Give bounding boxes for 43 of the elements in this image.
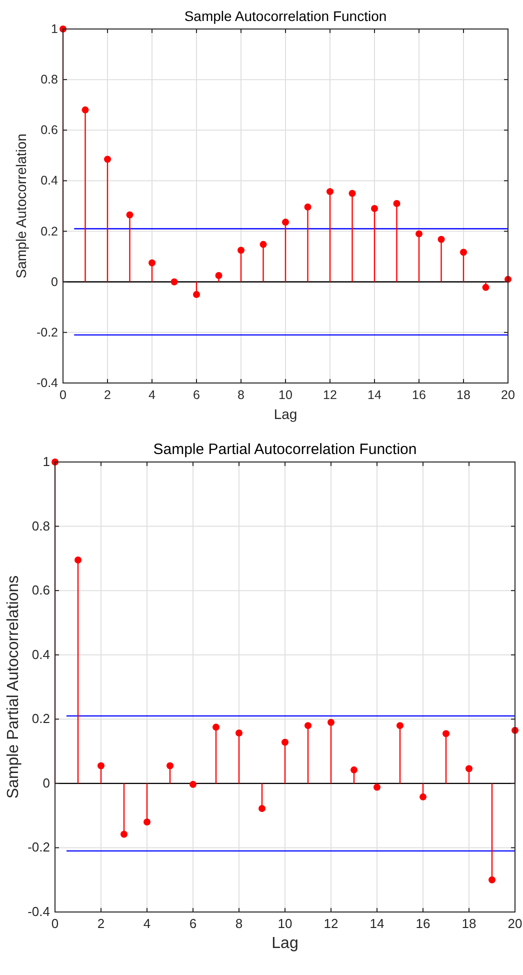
y-axis-title: Sample Autocorrelation: [13, 134, 29, 278]
x-tick-label: 12: [323, 388, 337, 402]
x-tick-label: 2: [104, 388, 112, 402]
chart-title: Sample Autocorrelation Function: [184, 8, 387, 24]
x-tick-label: 16: [416, 916, 430, 931]
x-axis-title: Lag: [274, 406, 298, 422]
y-tick-label: 1: [51, 22, 58, 36]
x-tick-label: 6: [189, 916, 197, 931]
x-tick-label: 8: [235, 916, 243, 931]
x-tick-label: 18: [462, 916, 476, 931]
y-tick-label: -0.2: [28, 840, 50, 855]
x-axis-title: Lag: [272, 935, 298, 952]
x-tick-label: 10: [278, 916, 292, 931]
chart-title: Sample Partial Autocorrelation Function: [153, 441, 417, 458]
x-tick-label: 20: [501, 388, 515, 402]
x-tick-label: 20: [508, 916, 522, 931]
y-tick-label: 0.6: [40, 123, 58, 138]
y-tick-label: 0.2: [32, 711, 50, 726]
y-tick-label: 0.2: [40, 224, 58, 238]
x-tick-label: 8: [238, 388, 245, 402]
y-tick-label: -0.4: [28, 904, 50, 919]
x-tick-label: 14: [370, 916, 384, 931]
y-tick-label: 0.4: [40, 174, 58, 188]
y-tick-label: 0: [42, 775, 50, 790]
x-tick-label: 4: [143, 916, 151, 931]
y-tick-label: 0: [51, 274, 58, 289]
x-tick-label: 2: [97, 916, 105, 931]
y-tick-label: 0.8: [40, 72, 58, 87]
y-axis-title: Sample Partial Autocorrelations: [5, 575, 22, 799]
x-tick-label: 14: [368, 388, 382, 402]
x-tick-label: 16: [412, 388, 426, 402]
x-tick-label: 0: [60, 388, 67, 402]
x-tick-label: 12: [324, 916, 338, 931]
x-tick-label: 10: [278, 388, 292, 402]
y-tick-label: -0.4: [36, 376, 58, 390]
x-tick-label: 18: [456, 388, 470, 402]
y-tick-label: 0.6: [32, 582, 50, 598]
y-tick-label: 0.4: [32, 646, 50, 662]
y-tick-label: 0.8: [32, 518, 50, 534]
x-tick-label: 4: [148, 388, 156, 402]
y-tick-label: -0.2: [36, 325, 58, 340]
y-tick-label: 1: [42, 454, 50, 469]
x-tick-label: 6: [193, 388, 200, 402]
